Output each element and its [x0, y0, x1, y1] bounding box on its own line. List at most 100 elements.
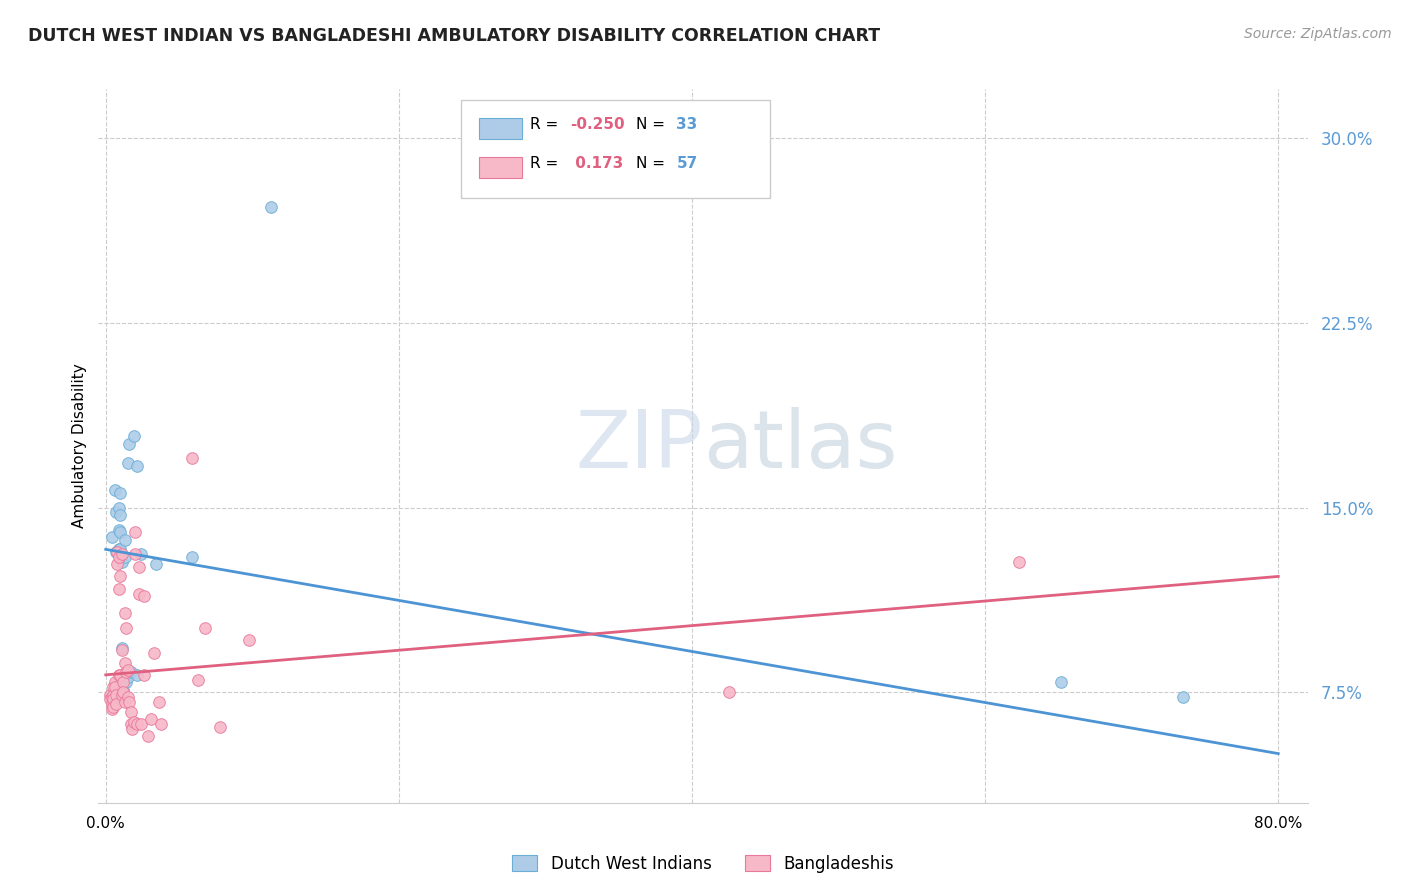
Text: N =: N = — [637, 117, 671, 132]
Point — [111, 547, 134, 561]
Point — [145, 557, 167, 571]
Point — [122, 429, 145, 443]
Point — [107, 557, 129, 571]
Point — [187, 673, 209, 687]
Point — [115, 675, 138, 690]
FancyBboxPatch shape — [461, 100, 769, 198]
Point — [100, 698, 122, 712]
Text: 0.173: 0.173 — [569, 156, 623, 171]
Point — [120, 705, 142, 719]
Point — [118, 436, 141, 450]
Point — [101, 699, 124, 714]
Point — [117, 670, 139, 684]
Point — [100, 702, 122, 716]
Text: R =: R = — [530, 117, 564, 132]
Text: ZIP: ZIP — [575, 407, 703, 485]
Point — [111, 555, 134, 569]
Text: 57: 57 — [676, 156, 697, 171]
Point — [108, 549, 131, 564]
Point — [128, 559, 150, 574]
Point — [108, 523, 131, 537]
Point — [209, 719, 232, 733]
Point — [98, 692, 121, 706]
Point — [148, 695, 170, 709]
Point — [141, 712, 163, 726]
Point — [101, 692, 124, 706]
Point — [1008, 555, 1031, 569]
Point — [124, 547, 146, 561]
Point — [260, 200, 283, 214]
Point — [125, 717, 148, 731]
Point — [111, 685, 134, 699]
Point — [129, 717, 152, 731]
Point — [107, 545, 129, 559]
Point — [129, 547, 152, 561]
Point — [105, 688, 128, 702]
Point — [122, 714, 145, 729]
Point — [110, 508, 132, 522]
Point — [115, 665, 138, 680]
Text: -0.250: -0.250 — [569, 117, 624, 132]
Point — [114, 695, 136, 709]
Point — [118, 695, 141, 709]
Point — [112, 675, 135, 690]
Point — [181, 451, 204, 466]
Point — [103, 483, 125, 498]
Point — [110, 668, 132, 682]
Point — [114, 607, 136, 621]
Legend: Dutch West Indians, Bangladeshis: Dutch West Indians, Bangladeshis — [506, 848, 900, 880]
Point — [132, 589, 155, 603]
Point — [128, 587, 150, 601]
Bar — [479, 157, 522, 178]
Point — [108, 500, 131, 515]
Point — [110, 485, 132, 500]
Point — [124, 525, 146, 540]
Text: R =: R = — [530, 156, 564, 171]
Point — [110, 542, 132, 557]
Point — [108, 668, 131, 682]
Point — [105, 545, 128, 559]
Point — [111, 643, 134, 657]
Point — [112, 685, 135, 699]
Text: N =: N = — [637, 156, 671, 171]
Y-axis label: Ambulatory Disability: Ambulatory Disability — [72, 364, 87, 528]
Point — [108, 542, 131, 557]
Point — [112, 690, 135, 704]
Point — [194, 621, 217, 635]
Point — [105, 505, 128, 519]
Point — [108, 582, 131, 596]
Point — [112, 682, 135, 697]
Point — [143, 646, 166, 660]
Point — [1050, 675, 1073, 690]
Point — [125, 458, 148, 473]
Point — [136, 730, 159, 744]
Point — [114, 656, 136, 670]
Bar — [479, 118, 522, 139]
Point — [111, 688, 134, 702]
Point — [110, 569, 132, 583]
Point — [150, 717, 173, 731]
Point — [111, 678, 134, 692]
Text: 33: 33 — [676, 117, 697, 132]
Point — [717, 685, 740, 699]
Text: DUTCH WEST INDIAN VS BANGLADESHI AMBULATORY DISABILITY CORRELATION CHART: DUTCH WEST INDIAN VS BANGLADESHI AMBULAT… — [28, 27, 880, 45]
Point — [111, 640, 134, 655]
Point — [120, 665, 142, 680]
Point — [105, 698, 128, 712]
Point — [132, 668, 155, 682]
Point — [120, 717, 142, 731]
Point — [115, 621, 138, 635]
Text: Source: ZipAtlas.com: Source: ZipAtlas.com — [1244, 27, 1392, 41]
Point — [117, 663, 139, 677]
Text: atlas: atlas — [703, 407, 897, 485]
Point — [238, 633, 260, 648]
Point — [101, 680, 124, 694]
Point — [98, 688, 121, 702]
Point — [117, 456, 139, 470]
Point — [101, 688, 124, 702]
Point — [1171, 690, 1194, 704]
Point — [100, 530, 122, 544]
Point — [114, 549, 136, 564]
Point — [117, 690, 139, 704]
Point — [103, 675, 125, 690]
